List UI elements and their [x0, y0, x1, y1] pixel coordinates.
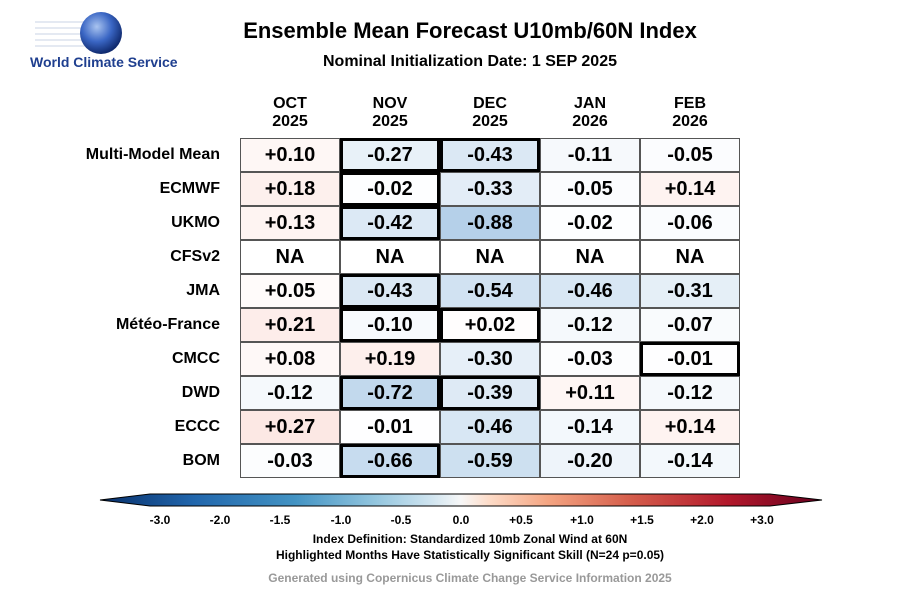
table-cell: +0.14	[640, 410, 740, 444]
table-cell: -0.12	[640, 376, 740, 410]
table-cell: -0.20	[540, 444, 640, 478]
colorbar-tick-label: -2.0	[209, 513, 231, 527]
table-cell: -0.46	[540, 274, 640, 308]
table-cell: -0.05	[540, 172, 640, 206]
table-cell: -0.02	[540, 206, 640, 240]
table-cell: -0.59	[440, 444, 540, 478]
table-cell: -0.02	[340, 172, 440, 206]
column-header: JAN 2026	[572, 95, 608, 130]
footer-significance-note: Highlighted Months Have Statistically Si…	[275, 548, 665, 562]
table-cell: -0.39	[440, 376, 540, 410]
table-cell: -0.72	[340, 376, 440, 410]
table-cell: -0.11	[540, 138, 640, 172]
globe-icon	[35, 12, 122, 54]
table-cell: +0.21	[240, 308, 340, 342]
table-cell: -0.06	[640, 206, 740, 240]
table-cell: -0.43	[440, 138, 540, 172]
table-cell: -0.12	[540, 308, 640, 342]
footer-index-definition: Index Definition: Standardized 10mb Zona…	[312, 532, 628, 546]
table-cell: -0.01	[340, 410, 440, 444]
colorbar-tick-label: -1.5	[269, 513, 291, 527]
table-cell: +0.18	[240, 172, 340, 206]
table-cell: NA	[340, 240, 440, 274]
table-cell: -0.01	[640, 342, 740, 376]
colorbar-tick-label: -1.0	[330, 513, 352, 527]
table-cell: -0.54	[440, 274, 540, 308]
row-label: ECMWF	[159, 180, 220, 197]
table-cell: NA	[640, 240, 740, 274]
table-cell: +0.02	[440, 308, 540, 342]
row-label: ECCC	[174, 418, 220, 435]
colorbar-tick-label: +0.5	[509, 513, 533, 527]
logo-text: World Climate Service	[30, 54, 178, 70]
table-cell: -0.66	[340, 444, 440, 478]
row-label: UKMO	[171, 214, 220, 231]
table-cell: -0.12	[240, 376, 340, 410]
table-cell: +0.10	[240, 138, 340, 172]
colorbar	[99, 493, 823, 507]
colorbar-tick-label: -3.0	[149, 513, 171, 527]
colorbar-tick-label: 0.0	[452, 513, 470, 527]
table-cell: -0.88	[440, 206, 540, 240]
footer-credit: Generated using Copernicus Climate Chang…	[268, 571, 672, 585]
table-cell: +0.05	[240, 274, 340, 308]
row-label: Météo-France	[115, 316, 220, 333]
table-cell: +0.19	[340, 342, 440, 376]
colorbar-tick-label: +3.0	[750, 513, 774, 527]
row-label: CFSv2	[170, 248, 220, 265]
row-label: CMCC	[172, 350, 220, 367]
column-header: OCT 2025	[272, 95, 308, 130]
table-cell: +0.14	[640, 172, 740, 206]
row-label: JMA	[186, 282, 220, 299]
table-cell: +0.08	[240, 342, 340, 376]
row-label: BOM	[182, 452, 220, 469]
logo: World Climate Service	[30, 10, 190, 74]
table-cell: NA	[240, 240, 340, 274]
table-cell: -0.27	[340, 138, 440, 172]
table-cell: -0.33	[440, 172, 540, 206]
column-header: FEB 2026	[672, 95, 708, 130]
table-cell: -0.05	[640, 138, 740, 172]
table-cell: +0.27	[240, 410, 340, 444]
table-cell: -0.07	[640, 308, 740, 342]
table-cell: +0.11	[540, 376, 640, 410]
table-cell: -0.14	[540, 410, 640, 444]
chart-title: Ensemble Mean Forecast U10mb/60N Index	[243, 18, 697, 43]
table-cell: -0.43	[340, 274, 440, 308]
column-header: DEC 2025	[472, 95, 508, 130]
table-cell: -0.30	[440, 342, 540, 376]
row-label: DWD	[181, 384, 220, 401]
colorbar-tick-label: -0.5	[390, 513, 412, 527]
chart-subtitle: Nominal Initialization Date: 1 SEP 2025	[322, 53, 617, 70]
table-cell: -0.46	[440, 410, 540, 444]
table-cell: -0.42	[340, 206, 440, 240]
column-header: NOV 2025	[372, 95, 408, 130]
table-cell: NA	[540, 240, 640, 274]
table-cell: -0.31	[640, 274, 740, 308]
table-cell: -0.14	[640, 444, 740, 478]
table-cell: -0.03	[240, 444, 340, 478]
table-cell: -0.03	[540, 342, 640, 376]
row-label: Multi-Model Mean	[85, 146, 220, 163]
colorbar-tick-label: +2.0	[690, 513, 714, 527]
table-cell: NA	[440, 240, 540, 274]
colorbar-tick-label: +1.0	[570, 513, 594, 527]
colorbar-tick-label: +1.5	[630, 513, 654, 527]
table-cell: -0.10	[340, 308, 440, 342]
table-cell: +0.13	[240, 206, 340, 240]
